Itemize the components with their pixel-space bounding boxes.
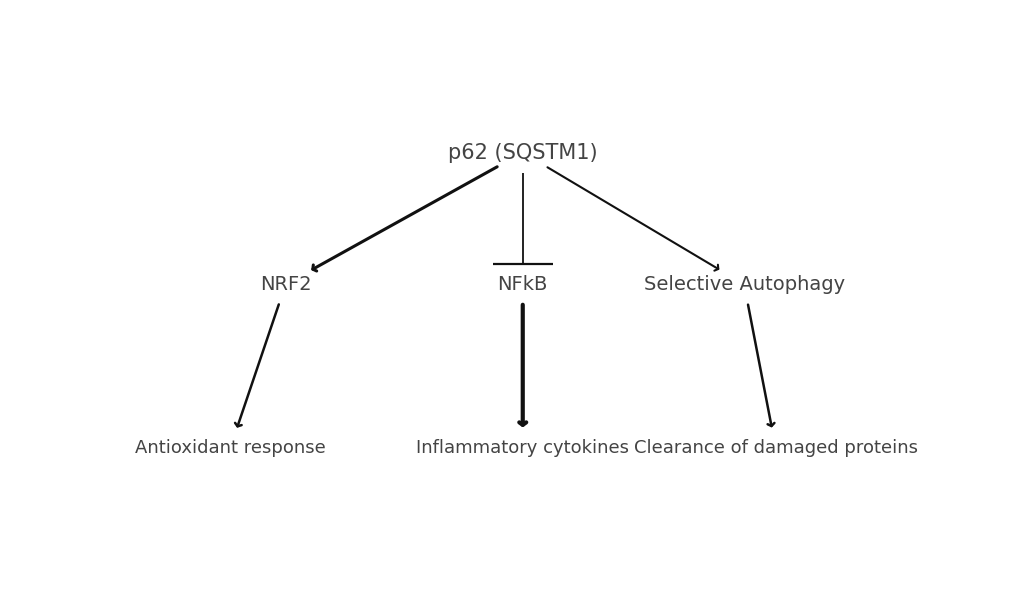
Text: Antioxidant response: Antioxidant response [135,439,325,457]
Text: Clearance of damaged proteins: Clearance of damaged proteins [633,439,917,457]
Text: p62 (SQSTM1): p62 (SQSTM1) [447,143,597,163]
Text: NRF2: NRF2 [260,275,311,294]
Text: NFkB: NFkB [497,275,547,294]
Text: Selective Autophagy: Selective Autophagy [643,275,844,294]
Text: Inflammatory cytokines: Inflammatory cytokines [416,439,629,457]
